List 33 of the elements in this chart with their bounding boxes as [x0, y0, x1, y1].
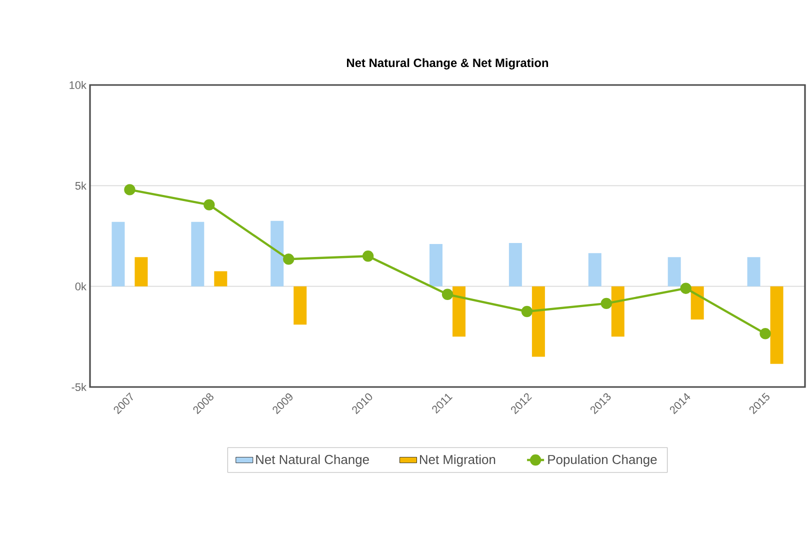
bar: [532, 286, 545, 357]
point: [442, 288, 454, 300]
bar: [270, 220, 284, 286]
point: [283, 254, 294, 265]
bar: [770, 286, 784, 364]
bar: [452, 286, 466, 337]
bar: [747, 257, 760, 286]
bar: [588, 253, 602, 286]
y-tick-label: 10k: [70, 80, 86, 90]
legend-label: Net Natural Change: [256, 454, 369, 467]
point: [124, 184, 136, 196]
y-tick-label: 5k: [75, 182, 86, 190]
bar: [668, 257, 681, 286]
point: [362, 250, 374, 262]
bar: [214, 271, 228, 286]
y-tick-label: -5k: [72, 382, 86, 392]
chart-title: Net Natural Change & Net Migration: [347, 58, 548, 70]
point: [204, 199, 215, 210]
point: [680, 282, 692, 294]
bar: [508, 243, 522, 286]
bar: [191, 222, 204, 286]
bar: [294, 286, 307, 325]
bar: [429, 244, 442, 286]
point: [760, 328, 771, 340]
legend-label: Population Change: [548, 454, 657, 467]
point: [521, 306, 533, 318]
legend-label: Net Migration: [420, 454, 496, 467]
bar: [134, 257, 148, 286]
bar: [690, 286, 704, 320]
bar: [611, 286, 624, 337]
bar: [112, 222, 125, 286]
y-tick-label: 0k: [75, 282, 86, 290]
point: [600, 298, 612, 310]
